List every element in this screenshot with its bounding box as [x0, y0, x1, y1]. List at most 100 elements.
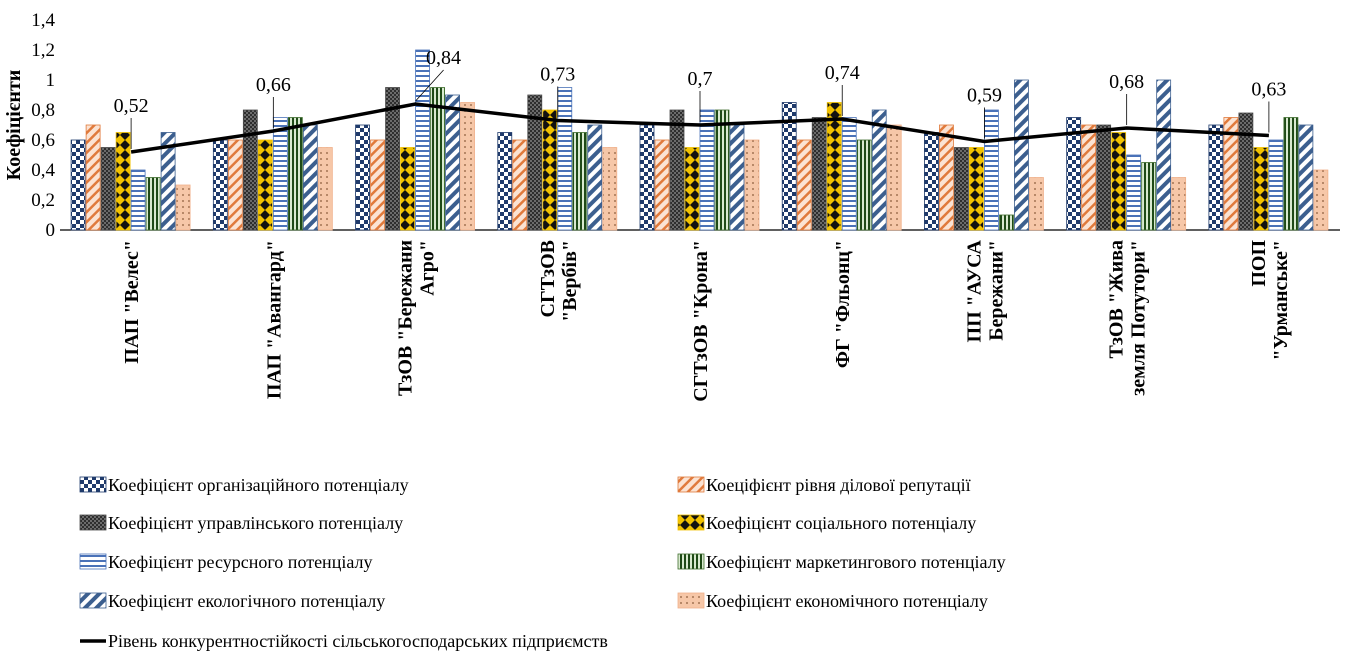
y-tick-label: 0,2: [31, 190, 55, 211]
data-label: 0,74: [825, 62, 860, 84]
line-layer: 0,52 0,66 0,84 0,73 0,7 0,74 0,59 0,68 0,63: [114, 47, 1286, 154]
data-label-leader: [415, 69, 444, 102]
category-label-line: ПОП: [1248, 240, 1270, 287]
bar-3-6: [811, 117, 827, 231]
category-label-line: ТзОВ "Бережани: [395, 240, 417, 396]
category-label: ТзОВ "Бережани Агро": [395, 240, 439, 396]
legend-label: Коеціфієнт рівня ділової репутації: [706, 475, 971, 495]
bar-4-6: [826, 102, 842, 231]
y-tick-label: 0: [46, 220, 56, 241]
bar-3-7: [954, 147, 969, 231]
bar-7-1: [160, 132, 176, 231]
bar-2-2: [227, 139, 243, 231]
bar-4-4: [542, 109, 558, 231]
bar-5-1: [130, 169, 146, 231]
y-tick-label: 1,4: [31, 10, 55, 31]
legend: Коефіцієнт організаційного потенціалу Кое…: [79, 475, 1006, 651]
bar-3-5: [669, 109, 685, 231]
bar-8-5: [744, 139, 760, 231]
legend-label: Коефіцієнт управлінського потенціалу: [108, 513, 403, 533]
bar-7-8: [1156, 79, 1172, 231]
bar-2-8: [1081, 124, 1097, 231]
data-label: 0,68: [1109, 71, 1144, 93]
bar-8-6: [886, 124, 902, 231]
data-label: 0,84: [426, 47, 461, 69]
bar-5-5: [699, 109, 715, 231]
bar-1-2: [212, 139, 228, 231]
bar-6-7: [999, 214, 1014, 231]
bar-2-7: [939, 124, 954, 231]
category-label: ТзОВ "Жива земля Потутори": [1106, 240, 1150, 396]
data-label: 0,7: [688, 68, 713, 90]
bar-3-3: [385, 87, 400, 231]
bar-3-8: [1096, 124, 1112, 231]
bar-6-9: [1283, 117, 1299, 231]
category-label-line: ТзОВ "Жива: [1106, 240, 1128, 358]
y-tick-label: 1: [46, 70, 56, 91]
bar-7-7: [1014, 79, 1029, 231]
bar-1-1: [70, 139, 86, 231]
bars: [70, 49, 1329, 231]
bar-8-9: [1313, 169, 1329, 231]
bar-6-1: [145, 177, 161, 231]
bar-7-9: [1298, 124, 1314, 231]
category-label-line: Бережани": [985, 240, 1007, 341]
category-label: ПАП "Велес": [121, 240, 143, 364]
category-label-line: СГТзОВ "Крона": [690, 240, 712, 402]
bar-4-5: [684, 147, 700, 231]
category-label-line: Агро": [417, 240, 439, 296]
bar-6-8: [1141, 162, 1157, 231]
bar-1-3: [355, 124, 370, 231]
bar-4-7: [969, 147, 984, 231]
data-label: 0,63: [1251, 79, 1286, 101]
category-label-line: земля Потутори": [1128, 240, 1150, 396]
bar-1-4: [497, 132, 513, 231]
bar-5-2: [272, 117, 288, 231]
category-label: ПАП "Авангард": [263, 240, 285, 399]
category-label-line: "Вербів": [559, 240, 581, 322]
legend-label: Коефіцієнт ресурсного потенціалу: [108, 552, 372, 572]
bar-7-2: [302, 124, 318, 231]
bar-2-5: [654, 139, 670, 231]
bar-8-3: [460, 102, 475, 231]
bar-3-1: [100, 147, 116, 231]
y-axis-label: Коефіцієнти: [3, 70, 25, 181]
bar-3-9: [1238, 112, 1254, 231]
y-tick-label: 0,8: [31, 100, 55, 121]
legend-swatch: [677, 553, 705, 570]
category-label-line: "Урманське": [1270, 240, 1292, 360]
bar-1-8: [1066, 117, 1082, 231]
bar-5-8: [1126, 154, 1142, 231]
legend-label: Коефіцієнт соціального потенціалу: [706, 513, 976, 533]
bar-6-5: [714, 109, 730, 231]
legend-label: Рівень конкурентностійкості сільськогосп…: [108, 631, 608, 651]
category-label-line: СГТзОВ: [537, 240, 559, 317]
bar-2-9: [1223, 117, 1239, 231]
bar-1-7: [924, 132, 939, 231]
bar-7-6: [871, 109, 887, 231]
legend-swatch: [677, 592, 705, 609]
legend-swatch: [677, 476, 705, 493]
category-label-line: ФГ "Фльонц": [832, 240, 854, 368]
bar-6-3: [430, 87, 445, 231]
bar-2-1: [85, 124, 101, 231]
line-series: [130, 102, 1269, 154]
y-tick-label: 0,6: [31, 130, 55, 151]
bar-7-3: [445, 94, 460, 231]
bar-5-9: [1268, 139, 1284, 231]
bar-5-7: [984, 109, 999, 231]
bar-5-4: [557, 87, 573, 231]
bar-4-9: [1253, 147, 1269, 231]
bar-4-1: [115, 132, 131, 231]
bar-8-8: [1171, 177, 1187, 231]
bar-2-6: [796, 139, 812, 231]
bar-7-4: [587, 124, 603, 231]
bar-8-1: [175, 184, 191, 231]
data-label: 0,52: [114, 95, 149, 117]
bar-1-9: [1208, 124, 1224, 231]
category-label: СГТзОВ "Крона": [690, 240, 712, 402]
bar-6-2: [287, 117, 303, 231]
bar-8-4: [602, 147, 618, 231]
y-tick-label: 0,4: [31, 160, 55, 181]
